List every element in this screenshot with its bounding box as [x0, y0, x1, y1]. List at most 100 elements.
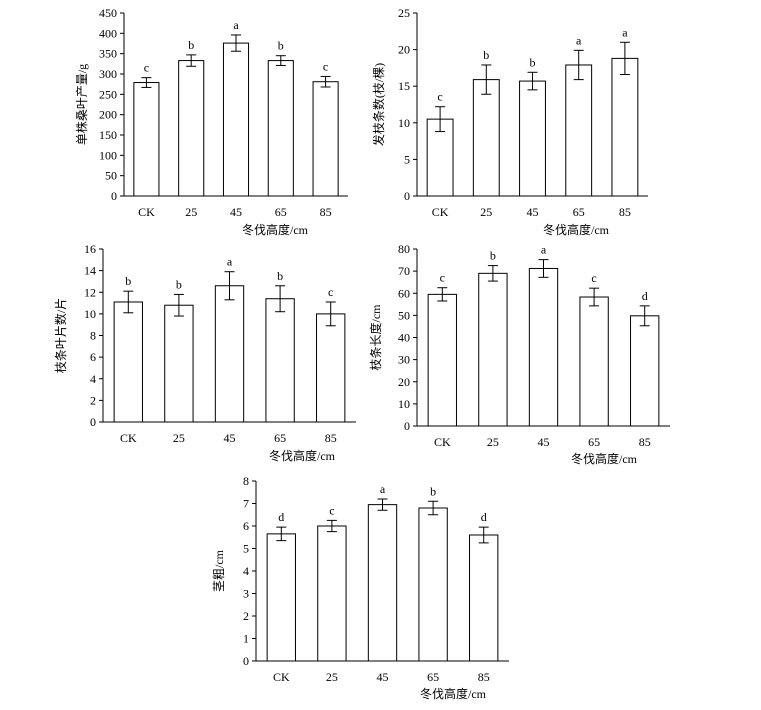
- significance-letter: b: [530, 55, 536, 69]
- y-tick-label: 8: [90, 329, 96, 343]
- bar: [367, 504, 398, 662]
- y-tick-label: 0: [243, 654, 249, 668]
- y-tick-label: 0: [404, 419, 410, 433]
- y-tick-label: 0: [111, 189, 117, 203]
- y-tick-label: 5: [243, 542, 249, 556]
- bar: [579, 296, 609, 427]
- y-axis-title: 枝条长度/cm: [368, 304, 383, 371]
- y-axis-title: 发枝条数(枝/棵): [371, 63, 386, 146]
- x-tick-label: CK: [432, 205, 449, 219]
- bar: [565, 64, 593, 197]
- significance-letter: b: [483, 48, 489, 62]
- y-tick-label: 5: [404, 152, 410, 166]
- bar: [317, 525, 347, 662]
- y-tick-label: 250: [99, 87, 117, 101]
- x-tick-label: 45: [224, 431, 236, 445]
- significance-letter: c: [144, 61, 149, 75]
- x-tick-label: 25: [185, 205, 197, 219]
- x-tick-label: 25: [326, 670, 338, 684]
- bar: [312, 81, 339, 197]
- y-tick-label: 300: [99, 67, 117, 81]
- x-axis-title: 冬伐高度/cm: [543, 222, 610, 237]
- x-tick-label: 85: [478, 670, 490, 684]
- x-tick-label: CK: [273, 670, 290, 684]
- chart-panel-1: 0 50 100 150 200 250 300 350 400 450 c CK b 25 a 45 b 65 c…: [74, 6, 348, 237]
- x-axis-title: 冬伐高度/cm: [420, 686, 487, 701]
- x-tick-label: 65: [274, 431, 286, 445]
- significance-letter: d: [278, 510, 284, 524]
- significance-letter: b: [176, 277, 182, 291]
- y-tick-label: 60: [398, 286, 410, 300]
- y-tick-label: 0: [404, 189, 410, 203]
- y-tick-label: 30: [398, 353, 410, 367]
- y-tick-label: 80: [398, 242, 410, 256]
- y-tick-label: 10: [84, 307, 96, 321]
- bar: [113, 301, 143, 423]
- y-tick-label: 6: [243, 519, 249, 533]
- significance-letter: b: [277, 269, 283, 283]
- bar: [178, 60, 205, 197]
- x-tick-label: 65: [588, 435, 600, 449]
- significance-letter: b: [278, 39, 284, 53]
- x-tick-label: 85: [639, 435, 651, 449]
- x-tick-label: CK: [138, 205, 155, 219]
- y-tick-label: 10: [398, 116, 410, 130]
- significance-letter: b: [430, 484, 436, 498]
- bar: [472, 79, 500, 197]
- x-tick-label: 65: [573, 205, 585, 219]
- y-tick-label: 70: [398, 264, 410, 278]
- significance-letter: c: [323, 59, 328, 73]
- y-tick-label: 150: [99, 128, 117, 142]
- y-tick-label: 200: [99, 108, 117, 122]
- y-tick-label: 40: [398, 331, 410, 345]
- x-tick-label: 45: [538, 435, 550, 449]
- bar: [528, 267, 559, 427]
- significance-letter: b: [125, 274, 131, 288]
- x-axis-title: 冬伐高度/cm: [571, 451, 638, 466]
- y-tick-label: 14: [84, 264, 96, 278]
- x-tick-label: 45: [377, 670, 389, 684]
- significance-letter: a: [380, 482, 386, 496]
- significance-letter: c: [329, 503, 334, 517]
- y-tick-label: 8: [243, 474, 249, 488]
- x-axis-title: 冬伐高度/cm: [269, 448, 336, 463]
- y-tick-label: 4: [90, 372, 96, 386]
- significance-letter: c: [328, 285, 333, 299]
- bar: [266, 533, 296, 662]
- x-tick-label: CK: [120, 431, 137, 445]
- y-tick-label: 2: [243, 609, 249, 623]
- y-axis-title: 单株桑叶产量/g: [74, 64, 89, 145]
- significance-letter: d: [481, 510, 487, 524]
- y-axis-title: 茎粗/cm: [212, 549, 226, 592]
- x-tick-label: 25: [480, 205, 492, 219]
- x-tick-label: 85: [619, 205, 631, 219]
- y-tick-label: 0: [90, 415, 96, 429]
- significance-letter: a: [622, 25, 628, 39]
- y-tick-label: 20: [398, 43, 410, 57]
- x-tick-label: 65: [427, 670, 439, 684]
- significance-letter: a: [576, 33, 582, 47]
- y-axis-title: 枝条叶片数/片: [53, 298, 68, 373]
- bar: [418, 507, 448, 662]
- x-tick-label: 45: [230, 205, 242, 219]
- significance-letter: b: [188, 38, 194, 52]
- x-tick-label: 85: [320, 205, 332, 219]
- bar: [478, 272, 508, 427]
- y-tick-label: 450: [99, 6, 117, 20]
- bar: [469, 534, 499, 662]
- bar: [265, 298, 295, 423]
- x-tick-label: 45: [527, 205, 539, 219]
- x-tick-label: 25: [173, 431, 185, 445]
- y-tick-label: 400: [99, 26, 117, 40]
- bar: [427, 293, 457, 427]
- significance-letter: a: [541, 243, 547, 257]
- x-tick-label: 25: [487, 435, 499, 449]
- significance-letter: c: [591, 271, 596, 285]
- bar: [267, 60, 294, 197]
- bar: [164, 304, 194, 423]
- bar: [630, 315, 660, 427]
- x-tick-label: 85: [325, 431, 337, 445]
